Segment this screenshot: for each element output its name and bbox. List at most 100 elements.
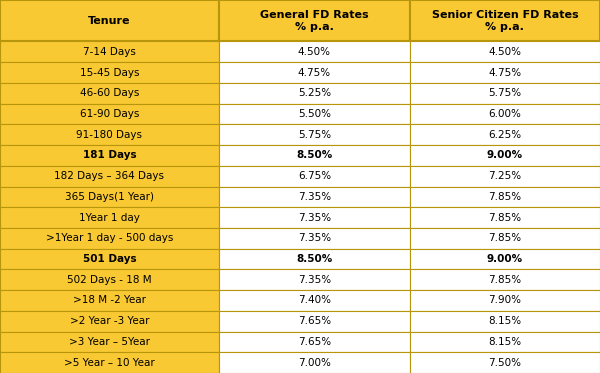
Bar <box>0 166 219 186</box>
Bar <box>219 62 410 83</box>
Text: 6.00%: 6.00% <box>488 109 521 119</box>
Text: 8.50%: 8.50% <box>296 150 332 160</box>
Bar <box>219 166 410 186</box>
Bar <box>0 249 219 269</box>
Bar <box>0 104 219 124</box>
Text: 1Year 1 day: 1Year 1 day <box>79 213 140 223</box>
Bar <box>0 290 219 311</box>
Bar <box>410 124 600 145</box>
Text: 9.00%: 9.00% <box>487 254 523 264</box>
Text: Tenure: Tenure <box>88 16 131 26</box>
Bar <box>0 207 219 228</box>
Text: >18 M -2 Year: >18 M -2 Year <box>73 295 146 305</box>
Text: 4.50%: 4.50% <box>298 47 331 57</box>
Bar <box>410 166 600 186</box>
Text: 5.75%: 5.75% <box>488 88 521 98</box>
Text: 7.85%: 7.85% <box>488 192 521 202</box>
Bar <box>219 207 410 228</box>
Text: 8.50%: 8.50% <box>296 254 332 264</box>
Text: 9.00%: 9.00% <box>487 150 523 160</box>
Bar <box>0 352 219 373</box>
Text: 7.40%: 7.40% <box>298 295 331 305</box>
Text: 5.50%: 5.50% <box>298 109 331 119</box>
Bar <box>219 104 410 124</box>
Bar <box>410 207 600 228</box>
Bar <box>0 145 219 166</box>
Bar <box>219 352 410 373</box>
Bar <box>219 41 410 62</box>
Text: 4.75%: 4.75% <box>488 68 521 78</box>
Bar <box>410 104 600 124</box>
Text: 61-90 Days: 61-90 Days <box>80 109 139 119</box>
Bar <box>410 352 600 373</box>
Bar <box>219 124 410 145</box>
Bar <box>0 332 219 352</box>
Text: >3 Year – 5Year: >3 Year – 5Year <box>69 337 150 347</box>
Bar <box>219 145 410 166</box>
Text: General FD Rates
% p.a.: General FD Rates % p.a. <box>260 10 369 32</box>
Bar <box>0 269 219 290</box>
Text: 7.65%: 7.65% <box>298 316 331 326</box>
Text: 365 Days(1 Year): 365 Days(1 Year) <box>65 192 154 202</box>
Text: 501 Days: 501 Days <box>83 254 136 264</box>
Text: 7.35%: 7.35% <box>298 233 331 243</box>
Bar <box>219 186 410 207</box>
Bar <box>0 0 219 41</box>
Bar <box>219 311 410 332</box>
Text: 7.25%: 7.25% <box>488 171 521 181</box>
Text: 7-14 Days: 7-14 Days <box>83 47 136 57</box>
Bar <box>0 83 219 104</box>
Text: 7.85%: 7.85% <box>488 233 521 243</box>
Bar <box>410 311 600 332</box>
Bar <box>410 290 600 311</box>
Text: 8.15%: 8.15% <box>488 316 521 326</box>
Bar <box>410 332 600 352</box>
Bar <box>0 311 219 332</box>
Text: 46-60 Days: 46-60 Days <box>80 88 139 98</box>
Bar <box>219 290 410 311</box>
Text: >2 Year -3 Year: >2 Year -3 Year <box>70 316 149 326</box>
Text: 181 Days: 181 Days <box>83 150 136 160</box>
Bar <box>410 269 600 290</box>
Text: 7.35%: 7.35% <box>298 192 331 202</box>
Bar <box>0 62 219 83</box>
Text: >1Year 1 day - 500 days: >1Year 1 day - 500 days <box>46 233 173 243</box>
Bar <box>219 249 410 269</box>
Bar <box>0 186 219 207</box>
Bar <box>219 0 410 41</box>
Bar <box>0 41 219 62</box>
Text: 5.25%: 5.25% <box>298 88 331 98</box>
Text: 7.35%: 7.35% <box>298 275 331 285</box>
Text: 6.75%: 6.75% <box>298 171 331 181</box>
Text: 15-45 Days: 15-45 Days <box>80 68 139 78</box>
Bar <box>219 228 410 249</box>
Text: 5.75%: 5.75% <box>298 130 331 140</box>
Text: 7.00%: 7.00% <box>298 358 331 368</box>
Text: 7.85%: 7.85% <box>488 275 521 285</box>
Text: 7.50%: 7.50% <box>488 358 521 368</box>
Text: Senior Citizen FD Rates
% p.a.: Senior Citizen FD Rates % p.a. <box>431 10 578 32</box>
Text: 8.15%: 8.15% <box>488 337 521 347</box>
Text: 502 Days - 18 M: 502 Days - 18 M <box>67 275 152 285</box>
Bar <box>410 83 600 104</box>
Text: 4.75%: 4.75% <box>298 68 331 78</box>
Text: 7.90%: 7.90% <box>488 295 521 305</box>
Bar <box>410 186 600 207</box>
Bar <box>410 62 600 83</box>
Bar <box>219 83 410 104</box>
Bar <box>410 0 600 41</box>
Text: 182 Days – 364 Days: 182 Days – 364 Days <box>55 171 164 181</box>
Text: 91-180 Days: 91-180 Days <box>77 130 143 140</box>
Text: 6.25%: 6.25% <box>488 130 521 140</box>
Text: 7.85%: 7.85% <box>488 213 521 223</box>
Text: 4.50%: 4.50% <box>488 47 521 57</box>
Bar <box>410 145 600 166</box>
Bar <box>410 41 600 62</box>
Bar <box>410 228 600 249</box>
Bar <box>410 249 600 269</box>
Text: 7.65%: 7.65% <box>298 337 331 347</box>
Bar <box>0 228 219 249</box>
Text: 7.35%: 7.35% <box>298 213 331 223</box>
Bar <box>0 124 219 145</box>
Bar <box>219 269 410 290</box>
